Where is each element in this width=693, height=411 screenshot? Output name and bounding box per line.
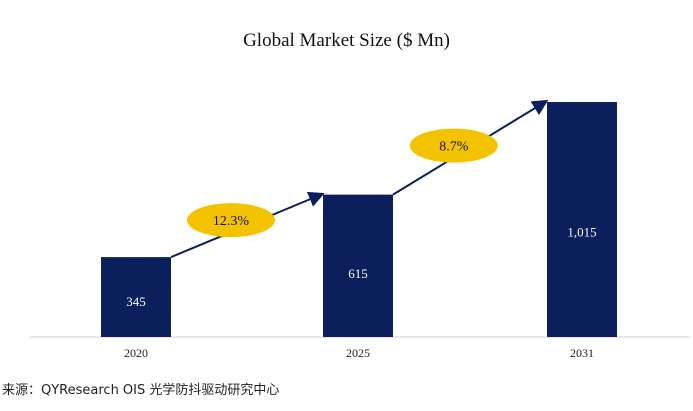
chart-title: Global Market Size ($ Mn) [243, 30, 450, 51]
bar-2020 [101, 257, 171, 337]
growth-rate-label-1: 12.3% [213, 214, 250, 229]
x-tick-label-2020: 2020 [124, 346, 148, 360]
x-tick-label-2031: 2031 [570, 346, 594, 360]
growth-rate-badge-2 [409, 128, 498, 163]
growth-rate-badge-1 [187, 203, 275, 238]
bar-value-label-2025: 615 [348, 266, 368, 281]
bar-2031 [547, 102, 617, 337]
chart: Global Market Size ($ Mn) 345 2020 615 2025… [30, 30, 690, 360]
source-note: 来源：QYResearch OIS 光学防抖驱动研究中心 [2, 383, 280, 398]
bar-2025 [323, 194, 393, 337]
bar-value-label-2031: 1,015 [567, 224, 596, 239]
chart-plot: 345 2020 615 2025 1,015 2031 12.3% 8.7% [30, 99, 690, 360]
x-tick-label-2025: 2025 [346, 346, 370, 360]
bar-value-label-2020: 345 [126, 294, 146, 309]
growth-rate-label-2: 8.7% [439, 140, 469, 155]
